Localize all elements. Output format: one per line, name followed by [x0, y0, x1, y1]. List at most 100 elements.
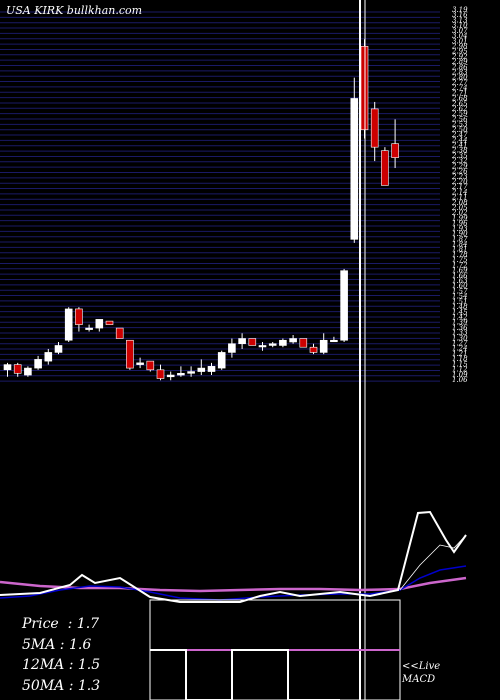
- y-tick-label: 3.07: [452, 27, 468, 35]
- y-tick-label: 2.56: [451, 115, 468, 123]
- y-tick-label: 1.87: [452, 235, 468, 243]
- candle-body: [197, 367, 206, 372]
- y-tick-label: 2.35: [451, 152, 468, 160]
- y-tick-label: 1.78: [452, 251, 468, 259]
- candle-body: [54, 345, 63, 353]
- y-tick-label: 1.63: [452, 277, 468, 285]
- y-tick-label: 3.13: [452, 16, 468, 24]
- y-tick-label: 3.01: [452, 37, 468, 45]
- candle-body: [340, 270, 348, 341]
- y-tick-label: 1.66: [452, 272, 468, 280]
- y-tick-label: 2.74: [451, 84, 468, 92]
- y-tick-label: 2.02: [451, 209, 468, 217]
- candle-body: [350, 98, 359, 240]
- candle-body: [258, 345, 267, 348]
- y-tick-label: 1.81: [452, 246, 468, 254]
- y-tick-label: 1.99: [452, 214, 468, 222]
- candle-body: [44, 352, 53, 362]
- candle-body: [85, 327, 93, 330]
- y-tick-label: 1.30: [452, 334, 468, 342]
- y-tick-label: 2.95: [451, 48, 468, 56]
- signal-line: [399, 534, 467, 591]
- y-tick-label: 2.26: [451, 168, 468, 176]
- chart-title: USA KIRK bullkhan.com: [6, 4, 143, 17]
- y-tick-label: 2.11: [451, 194, 468, 202]
- y-tick-label: 1.48: [452, 303, 468, 311]
- y-tick-label: 1.15: [452, 360, 468, 368]
- y-tick-label: 1.45: [452, 308, 468, 316]
- y-tick-label: 1.96: [452, 220, 468, 228]
- candle-body: [177, 373, 185, 376]
- candle-body: [238, 338, 246, 345]
- y-tick-label: 1.27: [452, 340, 468, 348]
- y-tick-label: 1.39: [452, 319, 468, 327]
- y-tick-label: 1.36: [452, 324, 468, 332]
- y-tick-label: 2.20: [451, 178, 468, 186]
- candle-body: [146, 360, 155, 371]
- y-tick-label: 1.51: [452, 298, 468, 306]
- candle-body: [136, 362, 144, 365]
- y-tick-label: 2.68: [451, 95, 468, 103]
- oscillator-panel: [0, 510, 467, 700]
- y-tick-label: 1.90: [452, 230, 468, 238]
- y-tick-label: 1.84: [452, 241, 468, 249]
- y-tick-label: 3.10: [452, 22, 468, 30]
- y-tick-label: 2.98: [451, 42, 468, 50]
- ma-short-line: [0, 565, 467, 601]
- y-tick-label: 1.57: [452, 287, 468, 295]
- y-tick-label: 1.60: [452, 282, 468, 290]
- candle-body: [75, 308, 83, 325]
- y-tick-label: 2.62: [451, 105, 468, 113]
- candle-body: [64, 308, 73, 341]
- y-tick-label: 1.09: [452, 371, 468, 379]
- candle-body: [217, 352, 226, 369]
- y-tick-label: 2.77: [451, 79, 468, 87]
- y-tick-label: 1.12: [452, 366, 468, 374]
- y-tick-label: 3.16: [452, 11, 468, 19]
- candle-body: [115, 327, 124, 339]
- candle-body: [299, 338, 308, 348]
- macd-step-line: [150, 649, 340, 700]
- y-tick-label: 2.41: [451, 141, 468, 149]
- y-tick-label: 1.33: [452, 329, 468, 337]
- oscillator-line: [0, 510, 467, 603]
- candle-body: [319, 339, 328, 353]
- y-tick-label: 1.69: [452, 267, 468, 275]
- y-tick-label: 2.17: [451, 183, 468, 191]
- y-tick-label: 2.50: [451, 126, 468, 134]
- y-tick-label: 1.06: [452, 376, 468, 384]
- y-tick-label: 1.42: [452, 313, 468, 321]
- y-tick-label: 1.18: [452, 355, 468, 363]
- candle-body: [391, 143, 399, 158]
- y-tick-label: 2.92: [451, 53, 468, 61]
- y-tick-label: 2.08: [451, 199, 468, 207]
- y-tick-label: 2.86: [451, 63, 468, 71]
- stats-panel: Price : 1.7 5MA : 1.6 12MA : 1.5 50MA : …: [22, 614, 100, 696]
- y-tick-label: 2.23: [451, 173, 468, 181]
- macd-label: MACD: [402, 674, 436, 685]
- candle-body: [228, 343, 236, 353]
- candle-body: [330, 339, 338, 343]
- y-tick-label: 2.32: [451, 157, 468, 165]
- y-tick-label: 2.65: [451, 100, 468, 108]
- y-tick-label: 2.71: [451, 89, 468, 97]
- candle-body: [126, 339, 134, 369]
- candle-body: [24, 367, 32, 376]
- y-tick-label: 2.38: [451, 147, 468, 155]
- candle-body: [279, 339, 287, 346]
- price-y-axis: 3.193.163.133.103.073.043.012.982.952.92…: [451, 6, 468, 384]
- y-tick-label: 2.47: [451, 131, 468, 139]
- live-label: <<Live: [402, 661, 441, 672]
- candle-body: [207, 366, 216, 372]
- ma5-stat: 5MA : 1.6: [22, 636, 92, 653]
- y-tick-label: 1.21: [452, 350, 468, 358]
- y-tick-label: 2.29: [451, 162, 468, 170]
- y-tick-label: 2.44: [451, 136, 468, 144]
- candle-body: [309, 346, 318, 353]
- y-tick-label: 1.75: [452, 256, 468, 264]
- candle-body: [3, 364, 12, 371]
- candle-body: [370, 108, 379, 148]
- y-tick-label: 2.05: [451, 204, 468, 212]
- y-tick-label: 2.80: [451, 74, 468, 82]
